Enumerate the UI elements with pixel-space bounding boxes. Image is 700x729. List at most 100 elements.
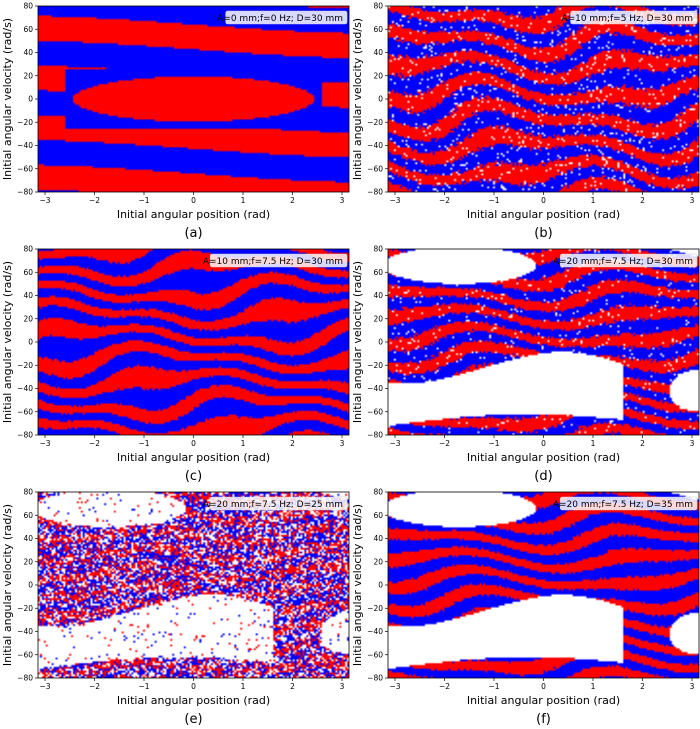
y-tick-label: 60 xyxy=(373,268,383,277)
basin-heatmap xyxy=(38,6,349,192)
y-tick-label: −40 xyxy=(17,384,33,393)
y-tick-label: 20 xyxy=(373,71,383,80)
basin-plot: −3 −2 −1 0 1 2 3 −80 −60 −40 −20 0 20 40 60 80 Initial a… xyxy=(351,245,700,484)
x-tick-label: 2 xyxy=(290,682,295,691)
x-tick-label: −1 xyxy=(138,682,149,691)
y-tick-label: −20 xyxy=(17,361,33,370)
legend-box xyxy=(225,10,348,25)
legend: A=20 mm;f=7.5 Hz; D=35 mm xyxy=(553,496,698,511)
y-tick-label: −60 xyxy=(17,407,33,416)
x-axis-label: Initial angular position (rad) xyxy=(467,208,620,221)
y-tick-label: 40 xyxy=(373,48,383,57)
y-tick-label: −20 xyxy=(17,604,33,613)
y-axis-label: Initial angular velocity (rad/s) xyxy=(1,18,14,180)
x-tick-label: −1 xyxy=(488,196,499,205)
x-tick-label: 1 xyxy=(591,439,596,448)
y-tick-label: 20 xyxy=(373,557,383,566)
y-tick-label: −60 xyxy=(367,164,383,173)
y-tick-label: 40 xyxy=(373,291,383,300)
x-tick-label: −1 xyxy=(138,196,149,205)
y-tick-label: −60 xyxy=(17,164,33,173)
y-tick-label: −80 xyxy=(367,188,383,197)
basin-heatmap xyxy=(388,6,699,192)
legend: A=0 mm;f=0 Hz; D=30 mm xyxy=(217,10,348,25)
y-tick-label: −80 xyxy=(17,674,33,683)
y-tick-label: −40 xyxy=(367,627,383,636)
y-axis-label: Initial angular velocity (rad/s) xyxy=(351,18,364,180)
y-tick-label: 20 xyxy=(23,557,33,566)
y-tick-label: −20 xyxy=(367,604,383,613)
x-tick-label: −1 xyxy=(488,682,499,691)
y-tick-label: −20 xyxy=(367,118,383,127)
y-tick-label: −40 xyxy=(367,141,383,150)
panel-caption: (f) xyxy=(536,712,551,727)
chart-panel: −3 −2 −1 0 1 2 3 −80 −60 −40 −20 0 20 40 60 80 Initial a… xyxy=(350,0,700,243)
y-tick-label: 80 xyxy=(23,2,33,11)
legend: A=10 mm;f=5 Hz; D=30 mm xyxy=(561,10,698,25)
basin-heatmap xyxy=(38,492,349,678)
legend-box xyxy=(559,253,698,268)
x-tick-label: 1 xyxy=(241,439,246,448)
y-tick-label: 20 xyxy=(23,314,33,323)
legend-text: A=10 mm;f=5 Hz; D=30 mm xyxy=(561,14,693,24)
x-tick-label: −3 xyxy=(39,682,50,691)
basin-plot: −3 −2 −1 0 1 2 3 −80 −60 −40 −20 0 20 40 60 80 Initial a… xyxy=(1,488,350,727)
x-tick-label: 2 xyxy=(640,682,645,691)
y-tick-label: 40 xyxy=(373,534,383,543)
y-tick-label: −40 xyxy=(367,384,383,393)
legend: A=10 mm;f=7.5 Hz; D=30 mm xyxy=(203,253,348,268)
x-tick-label: 3 xyxy=(340,682,345,691)
y-tick-label: −80 xyxy=(17,431,33,440)
x-tick-label: 0 xyxy=(191,682,196,691)
y-tick-label: −80 xyxy=(367,674,383,683)
y-tick-label: −60 xyxy=(367,650,383,659)
basin-plot: −3 −2 −1 0 1 2 3 −80 −60 −40 −20 0 20 40 60 80 Initial a… xyxy=(1,245,350,484)
y-tick-label: 0 xyxy=(28,338,33,347)
legend-box xyxy=(559,496,698,511)
x-tick-label: 0 xyxy=(541,196,546,205)
y-tick-label: 80 xyxy=(23,245,33,254)
legend-box xyxy=(570,10,698,25)
legend-text: A=10 mm;f=7.5 Hz; D=30 mm xyxy=(203,257,343,267)
y-tick-label: 0 xyxy=(28,581,33,590)
x-tick-label: −2 xyxy=(439,439,450,448)
basin-plot: −3 −2 −1 0 1 2 3 −80 −60 −40 −20 0 20 40 60 80 Initial a… xyxy=(1,2,350,241)
chart-panel: −3 −2 −1 0 1 2 3 −80 −60 −40 −20 0 20 40 60 80 Initial a… xyxy=(0,0,350,243)
x-tick-label: 1 xyxy=(241,682,246,691)
y-axis-label: Initial angular velocity (rad/s) xyxy=(351,261,364,423)
x-tick-label: −3 xyxy=(389,196,400,205)
y-axis-label: Initial angular velocity (rad/s) xyxy=(1,261,14,423)
panel-caption: (c) xyxy=(185,469,202,484)
x-tick-label: 2 xyxy=(290,196,295,205)
legend: A=20 mm;f=7.5 Hz; D=25 mm xyxy=(203,496,348,511)
x-tick-label: 0 xyxy=(541,439,546,448)
basin-heatmap xyxy=(388,492,699,678)
y-tick-label: −20 xyxy=(367,361,383,370)
chart-panel: −3 −2 −1 0 1 2 3 −80 −60 −40 −20 0 20 40 60 80 Initial a… xyxy=(0,243,350,486)
x-tick-label: 2 xyxy=(640,439,645,448)
y-tick-label: 40 xyxy=(23,534,33,543)
chart-panel: −3 −2 −1 0 1 2 3 −80 −60 −40 −20 0 20 40 60 80 Initial a… xyxy=(350,486,700,729)
y-tick-label: 60 xyxy=(23,511,33,520)
x-axis-label: Initial angular position (rad) xyxy=(117,451,270,464)
x-tick-label: 1 xyxy=(591,196,596,205)
legend-text: A=0 mm;f=0 Hz; D=30 mm xyxy=(217,14,343,24)
x-tick-label: 2 xyxy=(290,439,295,448)
x-tick-label: −2 xyxy=(439,682,450,691)
legend-text: A=20 mm;f=7.5 Hz; D=30 mm xyxy=(553,257,693,267)
panel-caption: (e) xyxy=(184,712,202,727)
legend-box xyxy=(209,253,348,268)
y-tick-label: −80 xyxy=(17,188,33,197)
chart-panel: −3 −2 −1 0 1 2 3 −80 −60 −40 −20 0 20 40 60 80 Initial a… xyxy=(0,486,350,729)
y-tick-label: 80 xyxy=(373,2,383,11)
x-tick-label: 3 xyxy=(690,439,695,448)
legend: A=20 mm;f=7.5 Hz; D=30 mm xyxy=(553,253,698,268)
x-axis-label: Initial angular position (rad) xyxy=(117,208,270,221)
panel-caption: (a) xyxy=(184,226,202,241)
legend-box xyxy=(209,496,348,511)
x-tick-label: −2 xyxy=(89,439,100,448)
x-tick-label: −3 xyxy=(389,439,400,448)
panel-caption: (d) xyxy=(534,469,552,484)
y-tick-label: 0 xyxy=(378,338,383,347)
x-tick-label: −2 xyxy=(89,682,100,691)
